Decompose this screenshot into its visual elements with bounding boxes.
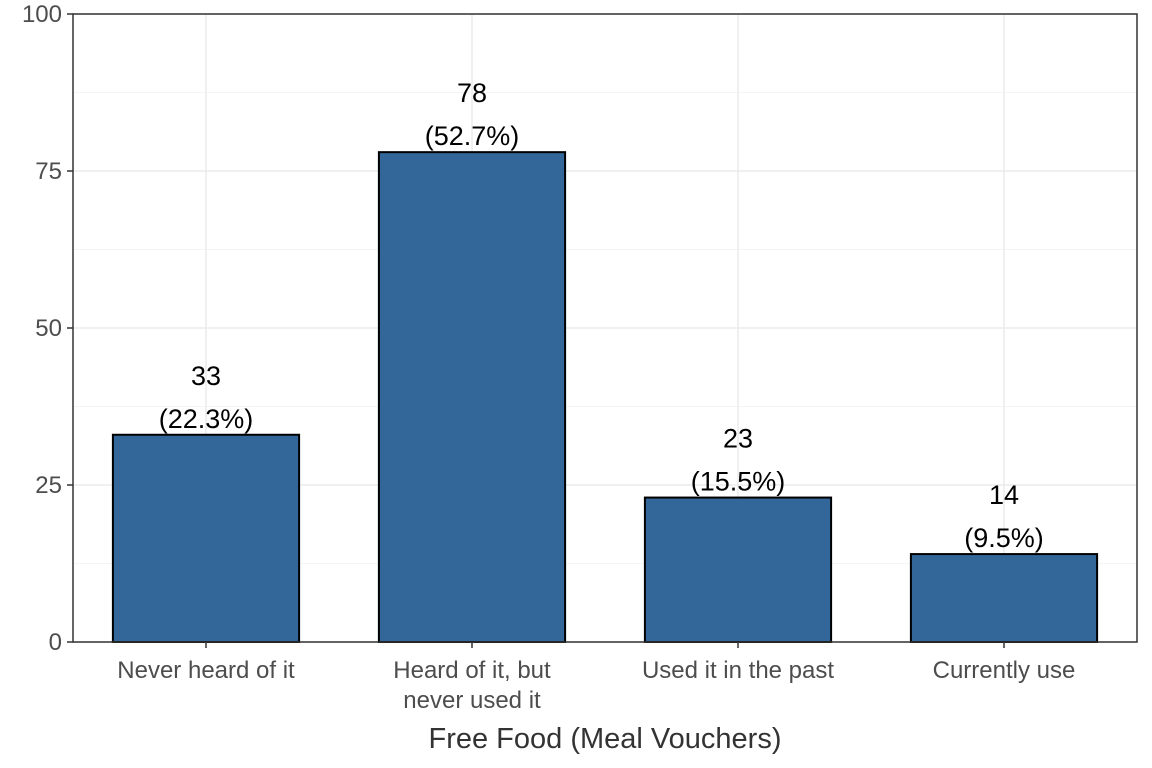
x-tick-label: never used it [403,687,541,714]
bar [643,496,833,643]
data-label-count: 33 [191,361,221,391]
data-label-count: 78 [457,78,487,108]
y-tick-label: 100 [22,1,62,28]
data-label-percent: (22.3%) [159,404,254,434]
y-tick-label: 50 [35,315,62,342]
y-tick-label: 0 [49,629,62,656]
x-axis-title: Free Food (Meal Vouchers) [429,723,782,755]
bar [909,553,1099,644]
axes: 0 25 50 75 100 Never heard of it Heard of it, … [22,1,1075,714]
data-label-count: 23 [723,424,753,454]
y-tick-label: 25 [35,472,62,499]
x-tick-label: Heard of it, but [393,657,551,684]
data-label-count: 14 [989,480,1019,510]
data-label-percent: (9.5%) [964,523,1044,553]
x-tick-label: Never heard of it [117,657,295,684]
x-tick-label: Currently use [933,657,1076,684]
data-label-percent: (52.7%) [425,121,520,151]
data-label-percent: (15.5%) [691,467,786,497]
data-labels: 33 (22.3%) 78 (52.7%) 23 (15.5%) 14 (9.5%) [159,78,1044,553]
bars [111,151,1099,644]
bar [111,433,301,644]
x-tick-label: Used it in the past [642,657,834,684]
y-tick-label: 75 [35,158,62,185]
bar [377,151,567,643]
